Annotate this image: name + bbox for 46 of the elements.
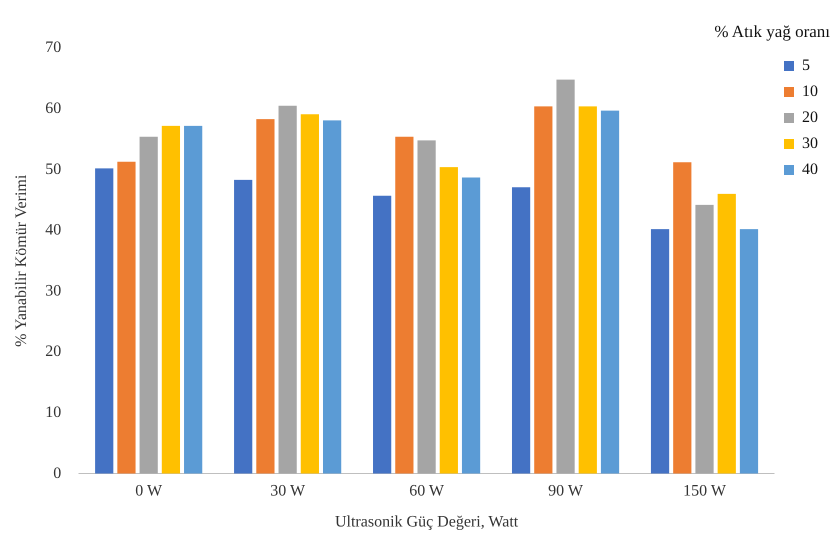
bar bbox=[534, 106, 552, 474]
legend-label: 5 bbox=[802, 57, 810, 74]
x-tick-label: 90 W bbox=[548, 482, 584, 500]
bar bbox=[140, 136, 158, 474]
bar bbox=[395, 136, 414, 474]
bar bbox=[512, 187, 530, 474]
bar bbox=[322, 120, 342, 474]
legend-label: 20 bbox=[802, 109, 818, 126]
y-tick-label: 0 bbox=[53, 464, 62, 482]
bar bbox=[373, 196, 392, 474]
bar bbox=[162, 126, 180, 474]
y-tick-label: 40 bbox=[45, 222, 62, 239]
bar bbox=[650, 229, 670, 474]
legend-title: % Atık yağ oranı bbox=[714, 22, 830, 42]
bar bbox=[578, 106, 597, 474]
x-tick-label: 150 W bbox=[683, 482, 727, 500]
x-tick-label: 0 W bbox=[135, 482, 163, 500]
bar bbox=[695, 204, 714, 474]
y-tick-label: 50 bbox=[45, 160, 62, 178]
bar bbox=[600, 110, 620, 474]
y-tick-label: 60 bbox=[45, 100, 62, 118]
x-axis-title: Ultrasonik Güç Değeri, Watt bbox=[334, 514, 519, 531]
bar bbox=[673, 162, 692, 474]
y-tick-label: 70 bbox=[45, 39, 62, 56]
bar bbox=[462, 178, 480, 474]
bar bbox=[718, 194, 736, 474]
bar bbox=[300, 114, 319, 474]
bar bbox=[184, 126, 202, 474]
bar bbox=[117, 162, 136, 474]
y-tick-label: 30 bbox=[45, 282, 62, 300]
legend-label: 40 bbox=[802, 161, 818, 178]
bar bbox=[256, 119, 275, 474]
y-axis-title: % Yanabilir Kömür Verimi bbox=[12, 174, 30, 347]
bar bbox=[556, 80, 575, 474]
bar bbox=[440, 167, 458, 474]
bar bbox=[417, 140, 436, 474]
bar bbox=[278, 106, 297, 474]
y-tick-label: 10 bbox=[45, 404, 62, 422]
bar bbox=[95, 168, 114, 474]
x-tick-label: 60 W bbox=[409, 482, 445, 500]
bar bbox=[740, 229, 758, 474]
y-tick-label: 20 bbox=[45, 343, 62, 360]
legend-label: 30 bbox=[802, 135, 818, 152]
x-tick-label: 30 W bbox=[270, 482, 306, 500]
bar bbox=[234, 180, 252, 474]
legend-label: 10 bbox=[802, 83, 818, 100]
